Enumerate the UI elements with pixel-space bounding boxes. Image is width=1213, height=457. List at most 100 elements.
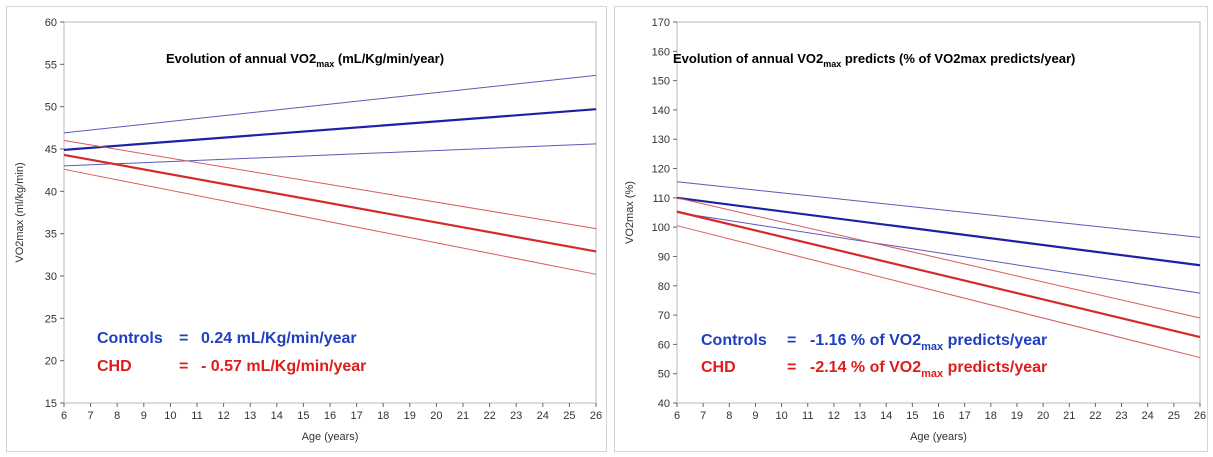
x-tick-label: 26 [1194,410,1206,422]
x-tick-label: 9 [141,410,147,422]
x-tick-label: 11 [191,410,202,422]
y-tick-label: 60 [45,17,57,29]
chart-panel-vo2max-absolute: 15 20 25 30 35 40 45 50 55 60 6 7 8 9 10 11 12 13 14 15 16 17… [6,6,607,452]
x-tick-label: 19 [1011,410,1023,422]
x-tick-label: 11 [802,410,813,422]
x-tick-label: 15 [906,410,918,422]
y-axis-label: VO2max (%) [624,181,636,244]
chart-svg-absolute: 15 20 25 30 35 40 45 50 55 60 6 7 8 9 10 11 12 13 14 15 16 17… [14,17,602,443]
series-line-5 [63,168,597,275]
series-line-4 [676,197,1201,319]
y-tick-label: 50 [45,102,57,114]
annotation-value: 0.24 mL/Kg/min/year [201,330,357,347]
x-tick-label: 7 [88,410,94,422]
x-tick-label: 25 [563,410,575,422]
y-tick-label: 40 [658,398,670,410]
x-tick-label: 16 [932,410,944,422]
chart-title: Evolution of annual VO2max predicts (% o… [673,51,1075,69]
x-tick-label: 18 [985,410,997,422]
x-tick-label: 26 [590,410,602,422]
x-axis-label: Age (years) [302,431,359,443]
x-tick-label: 17 [350,410,362,422]
x-axis-label: Age (years) [910,431,967,443]
x-tick-label: 12 [217,410,229,422]
x-tick-label: 8 [726,410,732,422]
x-tick-label: 23 [510,410,522,422]
y-tick-label: 100 [652,222,670,234]
annotation-value: -2.14 % of VO2max predicts/year [810,359,1047,380]
chart-panel-vo2max-percent: 40 50 60 70 80 90 100 110 120 130 140 150 160 170 6 7 8 9… [614,6,1208,452]
y-tick-label: 25 [45,313,57,325]
x-tick-label: 18 [377,410,389,422]
series-line-0 [676,196,1201,267]
x-tick-label: 22 [1089,410,1101,422]
x-tick-label: 15 [297,410,309,422]
y-tick-label: 70 [658,310,670,322]
annotation-label: CHD [97,358,132,375]
series-line-1 [63,74,597,134]
x-tick-label: 12 [828,410,840,422]
y-tick-label: 110 [652,193,670,205]
x-tick-label: 14 [271,410,283,422]
x-tick-label: 17 [959,410,971,422]
annotation-separator: = [787,332,796,349]
annotation-label: CHD [701,359,736,376]
y-tick-label: 35 [45,229,57,241]
y-tick-label: 15 [45,398,57,410]
x-tick-label: 9 [752,410,758,422]
series-line-1 [676,181,1201,238]
x-tick-label: 24 [1142,410,1154,422]
y-tick-label: 40 [45,186,57,198]
series-line-5 [676,225,1201,359]
series-line-3 [63,153,597,253]
y-tick-label: 60 [658,339,670,351]
annotation-separator: = [787,359,796,376]
annotation-label: Controls [701,332,767,349]
x-tick-label: 6 [674,410,680,422]
annotation-value: - 0.57 mL/Kg/min/year [201,358,366,375]
x-tick-label: 16 [324,410,336,422]
x-tick-label: 25 [1168,410,1180,422]
chart-title: Evolution of annual VO2max (mL/Kg/min/ye… [166,51,444,69]
x-tick-label: 20 [1037,410,1049,422]
y-tick-label: 150 [652,76,670,88]
x-tick-label: 14 [880,410,892,422]
chart-svg-percent: 40 50 60 70 80 90 100 110 120 130 140 150 160 170 6 7 8 9… [624,17,1206,443]
x-tick-label: 19 [404,410,416,422]
slope-annotation-controls: Controls = 0.24 mL/Kg/min/year [97,330,357,347]
x-tick-label: 10 [775,410,787,422]
y-tick-label: 170 [652,17,670,29]
y-tick-label: 160 [652,46,670,58]
slope-annotation-chd: CHD = - 0.57 mL/Kg/min/year [97,358,366,375]
y-tick-label: 80 [658,281,670,293]
x-tick-label: 21 [457,410,469,422]
x-tick-label: 8 [114,410,120,422]
y-tick-label: 30 [45,271,57,283]
x-tick-label: 24 [537,410,549,422]
y-tick-label: 140 [652,105,670,117]
x-tick-label: 21 [1063,410,1075,422]
annotation-label: Controls [97,330,163,347]
x-tick-label: 13 [854,410,866,422]
y-tick-label: 130 [652,134,670,146]
y-tick-label: 45 [45,144,57,156]
slope-annotation-controls: Controls = -1.16 % of VO2max predicts/year [701,332,1047,353]
x-tick-label: 13 [244,410,256,422]
series-line-3 [676,210,1201,339]
annotation-value: -1.16 % of VO2max predicts/year [810,332,1047,353]
y-axis-label: VO2max (ml/kg/min) [14,162,26,262]
series-line-2 [676,212,1201,294]
x-tick-label: 6 [61,410,67,422]
slope-annotation-chd: CHD = -2.14 % of VO2max predicts/year [701,359,1047,380]
x-tick-label: 7 [700,410,706,422]
x-tick-label: 10 [164,410,176,422]
series-line-0 [63,108,597,151]
y-tick-label: 120 [652,164,670,176]
annotation-separator: = [179,330,188,347]
y-tick-label: 55 [45,59,57,71]
x-tick-label: 23 [1115,410,1127,422]
y-tick-label: 20 [45,356,57,368]
y-tick-label: 90 [658,251,670,263]
annotation-separator: = [179,358,188,375]
y-tick-label: 50 [658,369,670,381]
